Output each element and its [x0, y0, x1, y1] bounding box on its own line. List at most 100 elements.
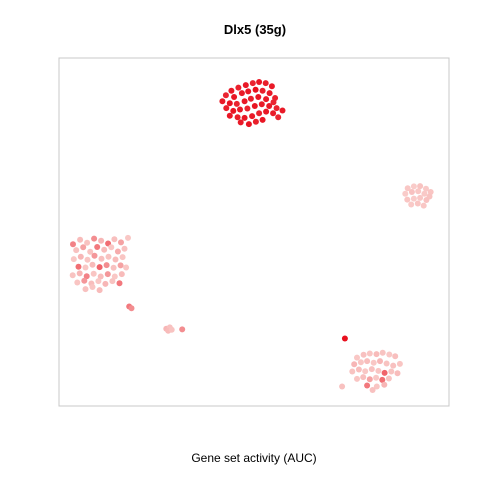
data-point: [84, 256, 91, 263]
data-point: [341, 335, 348, 342]
data-point: [423, 197, 430, 203]
cluster-bottom-right: [339, 335, 403, 393]
data-point: [273, 105, 280, 112]
data-point: [104, 271, 111, 278]
data-point: [414, 200, 421, 207]
data-point: [247, 95, 254, 102]
data-point: [252, 118, 259, 125]
data-point: [417, 183, 424, 190]
data-point: [96, 264, 103, 271]
data-point: [77, 253, 84, 260]
data-point: [245, 88, 252, 95]
data-point: [349, 368, 356, 375]
data-point: [373, 374, 380, 381]
data-point: [70, 241, 76, 248]
data-point: [108, 244, 115, 251]
data-point: [82, 286, 89, 293]
data-point: [410, 195, 417, 202]
data-point: [366, 350, 373, 357]
data-point: [90, 270, 97, 277]
data-point: [354, 354, 360, 361]
data-point: [375, 367, 382, 374]
data-point: [244, 105, 251, 112]
data-point: [91, 252, 98, 259]
chart-title: Dlx5 (35g): [223, 22, 287, 37]
data-point: [381, 369, 388, 376]
data-point: [179, 326, 186, 333]
cluster-left: [69, 234, 131, 294]
data-point: [390, 362, 397, 369]
data-point: [386, 351, 393, 358]
data-point: [249, 80, 256, 87]
data-point: [73, 247, 80, 254]
data-point: [355, 366, 362, 373]
data-point: [94, 244, 101, 250]
data-point: [238, 90, 245, 97]
data-point: [351, 361, 358, 368]
data-point: [226, 100, 233, 107]
data-point: [266, 103, 273, 109]
data-point: [245, 121, 252, 128]
data-point: [242, 82, 249, 89]
data-point: [234, 114, 241, 121]
data-point: [87, 248, 94, 255]
data-point: [266, 90, 273, 97]
x-axis-label: Gene set activity (AUC): [191, 451, 317, 465]
data-point: [396, 360, 403, 367]
plot-frame: [58, 57, 450, 407]
data-point: [354, 375, 360, 382]
data-point: [96, 287, 103, 294]
points-layer: [69, 79, 434, 393]
data-point: [98, 237, 105, 244]
data-point: [219, 98, 226, 105]
data-point: [98, 255, 105, 262]
data-point: [70, 256, 77, 263]
data-point: [117, 262, 124, 269]
data-point: [263, 108, 270, 115]
data-point: [279, 107, 286, 114]
data-point: [82, 264, 89, 271]
data-point: [97, 273, 104, 280]
data-point: [114, 248, 121, 255]
data-point: [95, 278, 102, 285]
data-point: [270, 99, 277, 106]
data-point: [381, 381, 388, 388]
cluster-small-mid: [163, 324, 186, 334]
data-point: [408, 189, 415, 195]
data-point: [233, 100, 240, 107]
data-point: [373, 383, 380, 390]
data-point: [373, 351, 380, 358]
data-point: [383, 360, 390, 367]
data-point: [74, 279, 81, 286]
data-point: [256, 110, 263, 117]
data-point: [417, 194, 424, 201]
data-point: [252, 86, 259, 93]
data-point: [80, 244, 87, 251]
data-point: [410, 183, 417, 190]
data-point: [259, 87, 266, 94]
data-point: [125, 234, 131, 241]
data-point: [118, 239, 124, 246]
data-point: [249, 113, 256, 120]
data-point: [241, 98, 248, 105]
data-point: [364, 382, 371, 389]
data-point: [270, 110, 277, 117]
data-point: [377, 358, 383, 365]
cluster-right: [402, 183, 434, 209]
data-point: [123, 264, 130, 271]
data-point: [89, 261, 96, 268]
data-point: [116, 280, 123, 287]
data-point: [226, 112, 233, 119]
data-point: [103, 262, 110, 269]
data-point: [111, 236, 118, 243]
data-point: [77, 236, 84, 243]
data-point: [112, 256, 119, 263]
data-point: [235, 84, 242, 91]
data-point: [83, 273, 90, 280]
data-point: [223, 105, 230, 112]
data-point: [256, 79, 263, 85]
data-point: [421, 190, 428, 197]
data-point: [392, 353, 399, 360]
data-point: [101, 246, 108, 253]
